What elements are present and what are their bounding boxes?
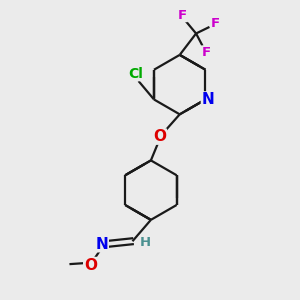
Text: N: N bbox=[202, 92, 214, 107]
Text: O: O bbox=[84, 257, 97, 272]
Text: F: F bbox=[211, 17, 220, 31]
Text: F: F bbox=[202, 46, 211, 59]
Text: F: F bbox=[178, 9, 187, 22]
Text: Cl: Cl bbox=[128, 67, 143, 81]
Text: H: H bbox=[140, 236, 151, 249]
Text: O: O bbox=[153, 129, 166, 144]
Text: N: N bbox=[95, 237, 108, 252]
